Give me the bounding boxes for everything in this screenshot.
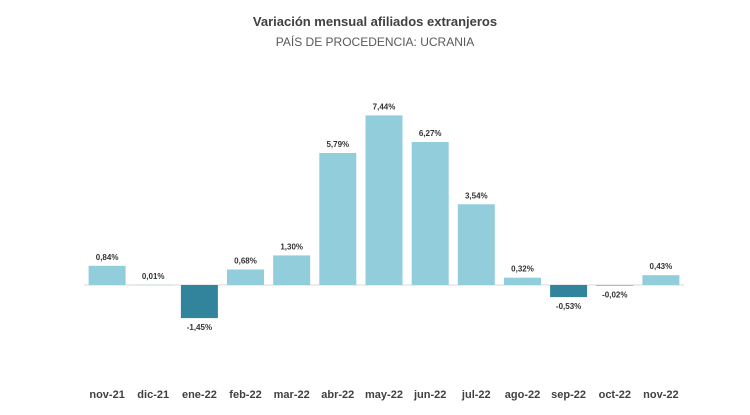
bar-jun-22: [411, 142, 449, 285]
data-label-jun-22: 6,27%: [419, 129, 442, 138]
x-tick-label-abr-22: abr-22: [321, 389, 354, 401]
data-label-jul-22: 3,54%: [465, 191, 488, 200]
bar-ene-22: [180, 285, 218, 319]
x-tick-label-nov-21: nov-21: [89, 389, 124, 401]
bar-oct-22: [596, 285, 634, 286]
bar-abr-22: [319, 153, 357, 285]
x-tick-label-oct-22: oct-22: [599, 389, 631, 401]
x-tick-label-ene-22: ene-22: [182, 389, 217, 401]
x-tick-label-may-22: may-22: [365, 389, 403, 401]
data-label-mar-22: 1,30%: [280, 242, 303, 251]
data-label-sep-22: -0,53%: [556, 302, 581, 311]
chart-subtitle: PAÍS DE PROCEDENCIA: UCRANIA: [275, 35, 475, 49]
bar-feb-22: [227, 269, 264, 285]
data-label-feb-22: 0,68%: [234, 257, 257, 266]
data-label-may-22: 7,44%: [373, 102, 396, 111]
data-label-ene-22: -1,45%: [187, 323, 212, 332]
bar-may-22: [365, 115, 403, 286]
data-label-ago-22: 0,32%: [511, 265, 534, 274]
bar-nov-22: [642, 275, 680, 285]
bar-sep-22: [550, 285, 588, 298]
bar-ago-22: [504, 277, 541, 285]
bar-mar-22: [273, 255, 311, 285]
data-label-oct-22: -0,02%: [602, 291, 627, 300]
data-label-abr-22: 5,79%: [326, 140, 349, 149]
bar-nov-21: [88, 265, 126, 285]
x-tick-label-ago-22: ago-22: [505, 389, 540, 401]
chart-title: Variación mensual afiliados extranjeros: [252, 14, 498, 29]
data-label-nov-22: 0,43%: [650, 262, 673, 271]
x-tick-label-sep-22: sep-22: [551, 389, 586, 401]
bar-jul-22: [457, 204, 495, 285]
x-tick-label-jul-22: jul-22: [461, 389, 491, 401]
x-tick-label-nov-22: nov-22: [643, 389, 678, 401]
x-tick-label-mar-22: mar-22: [274, 389, 310, 401]
x-tick-label-dic-21: dic-21: [137, 389, 169, 401]
data-label-nov-21: 0,84%: [96, 253, 119, 262]
data-label-dic-21: 0,01%: [142, 272, 165, 281]
x-tick-label-jun-22: jun-22: [413, 389, 446, 401]
x-tick-label-feb-22: feb-22: [229, 389, 261, 401]
